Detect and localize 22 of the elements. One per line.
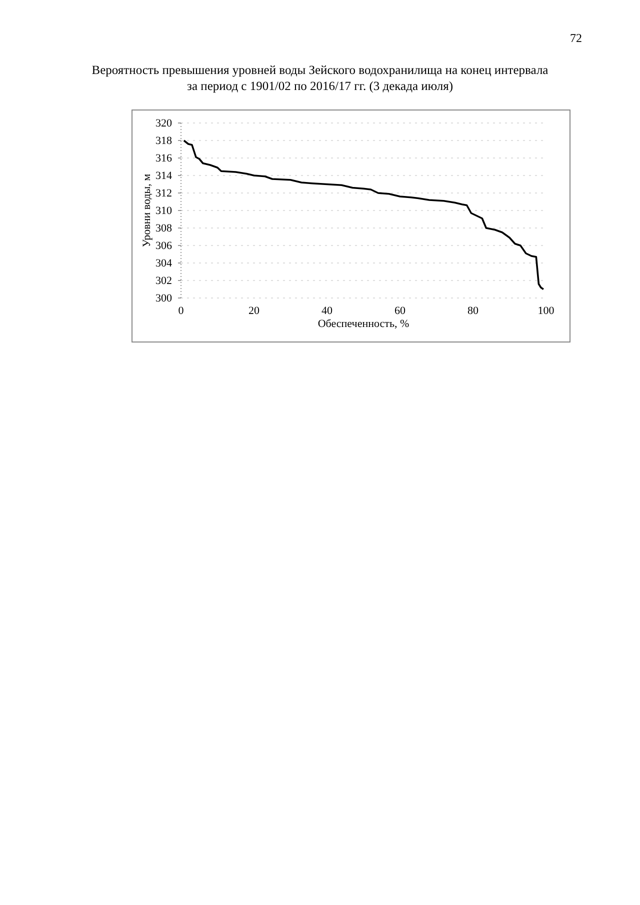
- x-tick-label: 100: [538, 304, 555, 317]
- y-tick-label: 312: [156, 188, 172, 200]
- x-tick-label: 60: [394, 304, 406, 317]
- y-tick-label: 314: [156, 170, 172, 182]
- y-tick-label: 316: [156, 152, 172, 165]
- chart-title: Вероятность превышения уровней воды Зейского водохранилища на конец интервала за период с 1901/02 по 2016/17 гг. (3 декада июля): [92, 63, 549, 93]
- text: 72: [570, 31, 582, 45]
- x-tick-label: 20: [248, 304, 260, 317]
- y-tick-label: 320: [156, 118, 172, 130]
- y-tick-label: 308: [156, 222, 172, 235]
- x-tick-label: 0: [178, 304, 184, 317]
- y-tick-label: 306: [156, 240, 172, 252]
- line-series: [183, 140, 544, 290]
- x-tick-label: 40: [322, 304, 333, 317]
- y-tick-label: 318: [156, 135, 172, 148]
- y-tick-label: 302: [156, 275, 172, 288]
- y-tick-label: 304: [156, 258, 172, 270]
- y-tick-label: 300: [156, 292, 172, 305]
- x-tick-label: 80: [468, 304, 479, 317]
- y-axis-title: Уровни воды, м: [141, 174, 153, 248]
- y-tick-label: 310: [156, 205, 172, 218]
- x-axis-title: Обеспеченность, %: [318, 318, 410, 330]
